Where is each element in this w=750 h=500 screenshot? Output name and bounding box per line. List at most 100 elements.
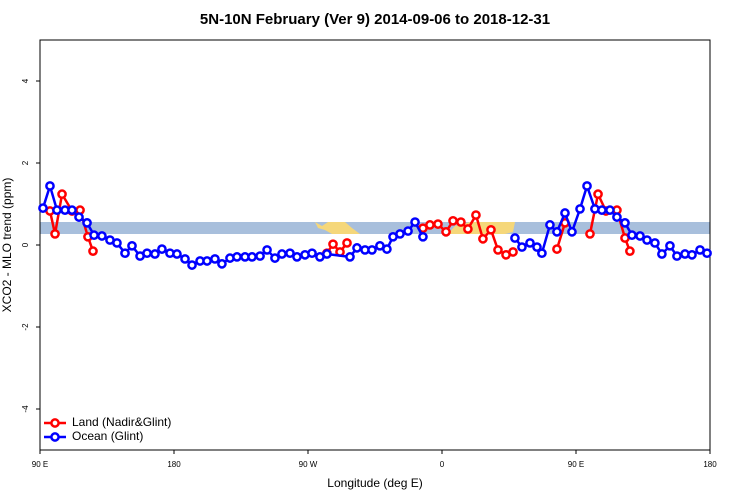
data-point xyxy=(575,204,585,214)
data-point xyxy=(517,242,527,252)
legend-label: Land (Nadir&Glint) xyxy=(72,415,171,429)
data-point xyxy=(270,253,280,263)
data-point xyxy=(382,244,392,254)
data-point xyxy=(52,205,62,215)
data-point xyxy=(665,240,675,251)
data-point xyxy=(463,224,473,234)
data-point xyxy=(157,244,167,254)
data-point xyxy=(45,181,55,191)
data-point xyxy=(285,248,295,259)
data-point xyxy=(612,212,622,222)
data-point xyxy=(441,227,451,237)
data-point xyxy=(57,189,67,200)
data-point xyxy=(342,238,352,248)
data-point xyxy=(247,252,257,262)
data-point xyxy=(537,248,547,259)
y-tick-label: 2 xyxy=(21,160,30,165)
legend-marker xyxy=(50,418,60,428)
data-point xyxy=(142,248,152,259)
data-point xyxy=(292,252,302,262)
data-point xyxy=(508,247,518,257)
data-point xyxy=(552,227,562,237)
data-point xyxy=(605,205,615,215)
data-point xyxy=(97,231,107,241)
data-point xyxy=(345,252,355,262)
data-point xyxy=(180,254,190,264)
data-point xyxy=(545,220,555,230)
data-point xyxy=(127,240,137,251)
data-point xyxy=(552,244,562,254)
data-point xyxy=(120,248,130,259)
data-point xyxy=(702,248,712,259)
y-tick-label: -4 xyxy=(21,405,30,413)
data-point xyxy=(635,231,645,241)
x-tick-label: 90 E xyxy=(32,460,48,469)
data-point xyxy=(82,218,92,228)
data-point xyxy=(471,210,481,220)
chart-title: 5N-10N February (Ver 9) 2014-09-06 to 20… xyxy=(200,11,550,28)
data-point xyxy=(307,248,317,259)
data-point xyxy=(657,249,667,259)
data-point xyxy=(593,189,603,200)
data-point xyxy=(510,233,520,243)
data-point xyxy=(112,238,122,248)
data-point xyxy=(367,245,377,255)
data-point xyxy=(74,212,84,222)
data-point xyxy=(642,235,652,245)
data-point xyxy=(89,230,99,241)
data-point xyxy=(672,251,682,261)
data-point xyxy=(433,219,443,229)
data-point xyxy=(352,243,362,253)
y-tick-label: 0 xyxy=(21,242,30,247)
data-point xyxy=(210,254,220,264)
x-tick-label: 0 xyxy=(440,460,445,469)
data-point xyxy=(532,242,542,252)
data-point xyxy=(232,252,242,262)
map-strip xyxy=(40,222,710,234)
data-point xyxy=(262,245,272,255)
x-tick-label: 180 xyxy=(167,460,181,469)
data-point xyxy=(625,246,635,256)
y-tick-label: -2 xyxy=(21,323,30,331)
data-point xyxy=(560,208,570,218)
data-point xyxy=(172,249,182,259)
data-point xyxy=(410,217,420,227)
y-tick-label: 4 xyxy=(21,78,30,83)
data-point xyxy=(395,229,405,239)
data-point xyxy=(403,226,413,236)
data-point xyxy=(202,256,212,266)
data-point xyxy=(448,215,458,226)
ocean-strip xyxy=(40,222,710,234)
data-point xyxy=(425,220,435,230)
data-point xyxy=(255,251,265,261)
data-point xyxy=(150,249,160,259)
data-point xyxy=(582,181,592,191)
data-point xyxy=(585,229,595,239)
data-point xyxy=(567,227,577,237)
x-tick-label: 90 E xyxy=(568,460,584,469)
x-tick-label: 180 xyxy=(703,460,717,469)
data-point xyxy=(67,205,77,215)
x-tick-label: 90 W xyxy=(299,460,318,469)
data-point xyxy=(217,259,227,269)
data-point xyxy=(650,238,660,248)
plot-frame xyxy=(39,39,711,451)
data-point xyxy=(50,229,60,239)
data-point xyxy=(525,238,535,248)
data-point xyxy=(88,246,98,256)
data-point xyxy=(328,239,338,250)
data-point xyxy=(322,249,332,259)
data-point xyxy=(687,249,697,260)
data-point xyxy=(38,203,48,213)
land-patch xyxy=(315,222,360,234)
data-point xyxy=(418,231,428,242)
y-axis-label: XCO2 - MLO trend (ppm) xyxy=(0,178,14,313)
data-point xyxy=(627,230,637,241)
data-point xyxy=(277,249,287,259)
legend-marker xyxy=(50,432,60,442)
data-point xyxy=(187,260,197,270)
data-point xyxy=(486,224,496,235)
data-point xyxy=(478,234,488,244)
data-point xyxy=(493,245,503,255)
